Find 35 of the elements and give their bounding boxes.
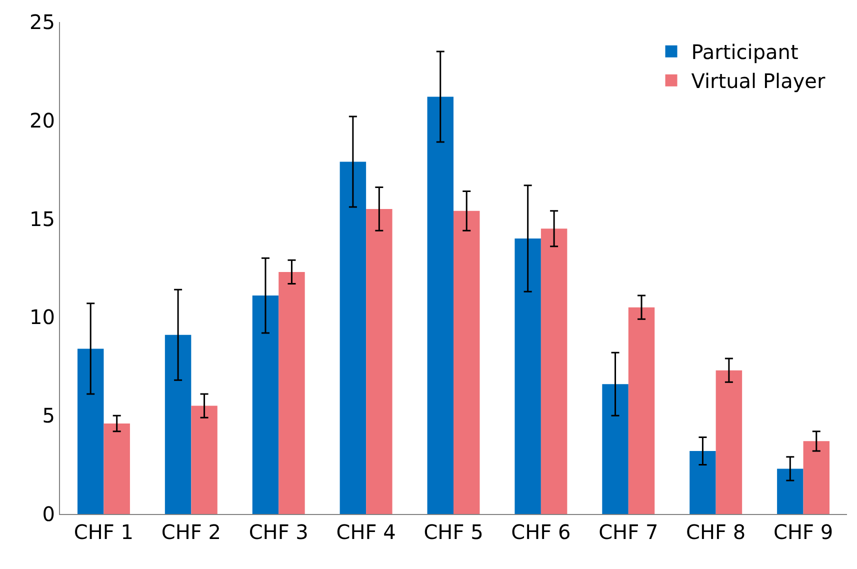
x-tick-label: CHF 1 — [74, 520, 134, 544]
bar — [514, 238, 541, 514]
bar — [427, 96, 454, 514]
bar — [164, 334, 192, 514]
x-tick-label: CHF 4 — [336, 520, 396, 544]
bar — [716, 370, 742, 514]
x-tick-label: CHF 6 — [511, 520, 571, 544]
x-tick-label: CHF 9 — [773, 520, 834, 544]
y-tick-label: 15 — [30, 206, 55, 231]
y-tick-label: 10 — [30, 305, 55, 330]
bar — [340, 162, 366, 514]
bar — [104, 423, 130, 514]
legend-label: Participant — [691, 40, 798, 64]
bar — [278, 272, 305, 514]
x-tick-label: CHF 3 — [248, 520, 308, 544]
x-tick-label: CHF 8 — [686, 520, 746, 544]
bar — [690, 451, 716, 514]
x-tick-label: CHF 2 — [161, 520, 221, 544]
bar — [602, 384, 628, 514]
bar — [803, 441, 830, 514]
legend-label: Virtual Player — [691, 69, 826, 94]
x-tick-label: CHF 7 — [598, 520, 658, 544]
y-tick-label: 20 — [30, 108, 55, 132]
bar — [191, 406, 218, 514]
y-tick-label: 0 — [42, 502, 55, 526]
bar — [540, 228, 568, 514]
bar — [628, 307, 655, 514]
bar — [454, 210, 480, 514]
bar — [366, 208, 392, 514]
y-tick-label: 25 — [30, 10, 55, 34]
bar — [252, 296, 279, 514]
bar — [777, 468, 804, 514]
y-tick-label: 5 — [42, 404, 55, 428]
x-tick-label: CHF 5 — [424, 520, 484, 544]
bar — [77, 348, 104, 514]
